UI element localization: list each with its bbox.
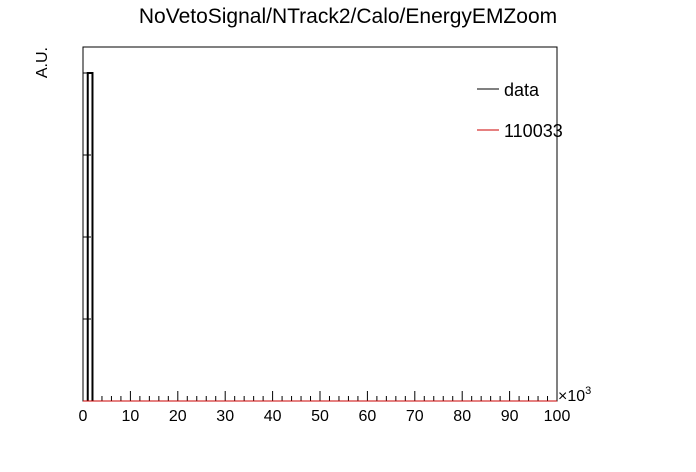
- x-tick-label: 0: [79, 408, 88, 425]
- x-tick-label: 80: [453, 408, 471, 425]
- x-tick-label: 70: [406, 408, 424, 425]
- series-layer: [83, 72, 557, 402]
- y-axis-label: A.U.: [34, 47, 51, 78]
- x-tick-label: 40: [264, 408, 282, 425]
- series-data: [86, 72, 94, 401]
- plot-frame: [82, 46, 558, 402]
- x-tick-label: 100: [544, 408, 571, 425]
- chart-title: NoVetoSignal/NTrack2/Calo/EnergyEMZoom: [139, 5, 557, 28]
- legend-label: data: [504, 80, 540, 100]
- x-tick-label: 20: [169, 408, 187, 425]
- x-axis-multiplier-exponent: 3: [585, 385, 591, 397]
- x-tick-label: 30: [216, 408, 234, 425]
- legend-label: 110033: [504, 121, 563, 141]
- x-axis-multiplier-base: ×10: [558, 388, 585, 405]
- x-axis: 0 10 20 30 40 50 60 70 80 90 100: [79, 391, 571, 425]
- legend: data 110033: [477, 80, 563, 141]
- x-tick-label: 50: [311, 408, 329, 425]
- x-axis-multiplier: ×103: [558, 385, 591, 405]
- x-tick-label: 90: [501, 408, 519, 425]
- x-tick-label: 60: [359, 408, 377, 425]
- x-tick-label: 10: [122, 408, 140, 425]
